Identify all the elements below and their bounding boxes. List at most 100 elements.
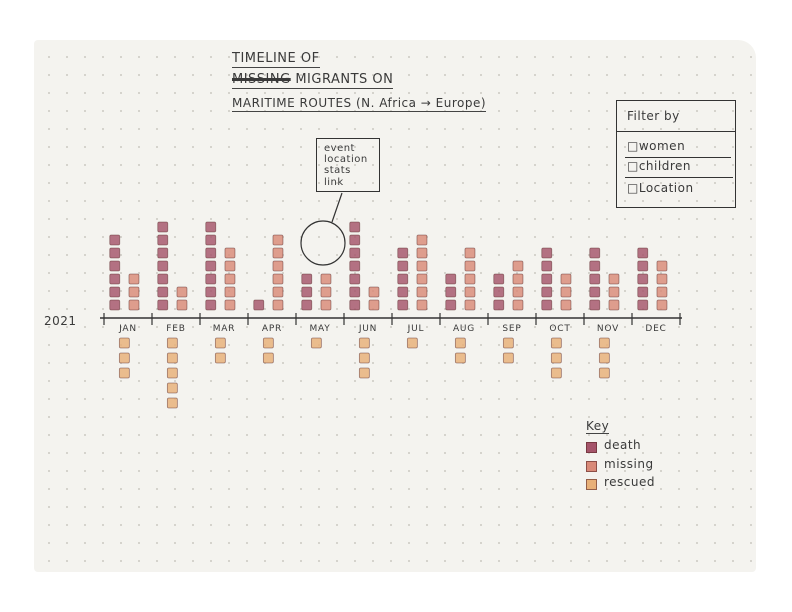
rescued-mark-jul[interactable] (406, 337, 418, 349)
rescued-mark-sep[interactable] (502, 352, 514, 364)
death-mark-jun[interactable] (349, 273, 361, 285)
death-mark-dec[interactable] (637, 299, 649, 311)
missing-mark-nov[interactable] (608, 273, 620, 285)
missing-mark-apr[interactable] (272, 260, 284, 272)
rescued-mark-jun[interactable] (358, 337, 370, 349)
death-mark-jul[interactable] (397, 260, 409, 272)
death-mark-jul[interactable] (397, 299, 409, 311)
missing-mark-feb[interactable] (176, 286, 188, 298)
missing-mark-dec[interactable] (656, 273, 668, 285)
death-mark-jan[interactable] (109, 260, 121, 272)
missing-mark-dec[interactable] (656, 260, 668, 272)
missing-mark-aug[interactable] (464, 286, 476, 298)
rescued-mark-oct[interactable] (550, 337, 562, 349)
missing-mark-jul[interactable] (416, 273, 428, 285)
missing-mark-may[interactable] (320, 299, 332, 311)
filter-option-women[interactable]: □women (627, 139, 686, 153)
death-mark-feb[interactable] (157, 286, 169, 298)
death-mark-may[interactable] (301, 273, 313, 285)
death-mark-mar[interactable] (205, 247, 217, 259)
missing-mark-jul[interactable] (416, 247, 428, 259)
death-mark-sep[interactable] (493, 299, 505, 311)
missing-mark-dec[interactable] (656, 299, 668, 311)
missing-mark-sep[interactable] (512, 273, 524, 285)
death-mark-nov[interactable] (589, 247, 601, 259)
missing-mark-aug[interactable] (464, 273, 476, 285)
missing-mark-aug[interactable] (464, 299, 476, 311)
death-mark-jun[interactable] (349, 234, 361, 246)
missing-mark-sep[interactable] (512, 299, 524, 311)
death-mark-jan[interactable] (109, 299, 121, 311)
death-mark-feb[interactable] (157, 247, 169, 259)
death-mark-jan[interactable] (109, 234, 121, 246)
death-mark-jun[interactable] (349, 260, 361, 272)
death-mark-feb[interactable] (157, 273, 169, 285)
death-mark-jan[interactable] (109, 247, 121, 259)
missing-mark-mar[interactable] (224, 260, 236, 272)
missing-mark-jan[interactable] (128, 286, 140, 298)
death-mark-nov[interactable] (589, 273, 601, 285)
death-mark-jul[interactable] (397, 247, 409, 259)
rescued-mark-mar[interactable] (214, 337, 226, 349)
death-mark-sep[interactable] (493, 286, 505, 298)
death-mark-feb[interactable] (157, 299, 169, 311)
death-mark-may[interactable] (301, 286, 313, 298)
death-mark-nov[interactable] (589, 299, 601, 311)
death-mark-oct[interactable] (541, 273, 553, 285)
missing-mark-apr[interactable] (272, 234, 284, 246)
death-mark-jul[interactable] (397, 286, 409, 298)
rescued-mark-mar[interactable] (214, 352, 226, 364)
death-mark-jan[interactable] (109, 273, 121, 285)
missing-mark-aug[interactable] (464, 247, 476, 259)
missing-mark-aug[interactable] (464, 260, 476, 272)
death-mark-jul[interactable] (397, 273, 409, 285)
rescued-mark-may[interactable] (310, 337, 322, 349)
missing-mark-sep[interactable] (512, 286, 524, 298)
death-mark-oct[interactable] (541, 299, 553, 311)
missing-mark-mar[interactable] (224, 299, 236, 311)
rescued-mark-jan[interactable] (118, 367, 130, 379)
missing-mark-apr[interactable] (272, 247, 284, 259)
death-mark-mar[interactable] (205, 221, 217, 233)
missing-mark-oct[interactable] (560, 273, 572, 285)
missing-mark-jan[interactable] (128, 299, 140, 311)
rescued-mark-jan[interactable] (118, 352, 130, 364)
rescued-mark-feb[interactable] (166, 367, 178, 379)
rescued-mark-nov[interactable] (598, 337, 610, 349)
missing-mark-nov[interactable] (608, 286, 620, 298)
missing-mark-dec[interactable] (656, 286, 668, 298)
death-mark-mar[interactable] (205, 260, 217, 272)
missing-mark-mar[interactable] (224, 286, 236, 298)
death-mark-nov[interactable] (589, 260, 601, 272)
rescued-mark-nov[interactable] (598, 367, 610, 379)
death-mark-jun[interactable] (349, 299, 361, 311)
death-mark-dec[interactable] (637, 273, 649, 285)
death-mark-sep[interactable] (493, 273, 505, 285)
death-mark-feb[interactable] (157, 221, 169, 233)
missing-mark-mar[interactable] (224, 273, 236, 285)
missing-mark-sep[interactable] (512, 260, 524, 272)
missing-mark-nov[interactable] (608, 299, 620, 311)
missing-mark-mar[interactable] (224, 247, 236, 259)
rescued-mark-aug[interactable] (454, 352, 466, 364)
missing-mark-jul[interactable] (416, 234, 428, 246)
missing-mark-may[interactable] (320, 273, 332, 285)
rescued-mark-feb[interactable] (166, 337, 178, 349)
death-mark-feb[interactable] (157, 234, 169, 246)
rescued-mark-feb[interactable] (166, 382, 178, 394)
death-mark-jan[interactable] (109, 286, 121, 298)
rescued-mark-aug[interactable] (454, 337, 466, 349)
missing-mark-jan[interactable] (128, 273, 140, 285)
rescued-mark-feb[interactable] (166, 352, 178, 364)
missing-mark-oct[interactable] (560, 286, 572, 298)
death-mark-may[interactable] (301, 299, 313, 311)
missing-mark-feb[interactable] (176, 299, 188, 311)
rescued-mark-jun[interactable] (358, 367, 370, 379)
rescued-mark-sep[interactable] (502, 337, 514, 349)
death-mark-apr[interactable] (253, 299, 265, 311)
death-mark-aug[interactable] (445, 273, 457, 285)
missing-mark-jun[interactable] (368, 286, 380, 298)
death-mark-mar[interactable] (205, 286, 217, 298)
death-mark-dec[interactable] (637, 286, 649, 298)
rescued-mark-oct[interactable] (550, 367, 562, 379)
